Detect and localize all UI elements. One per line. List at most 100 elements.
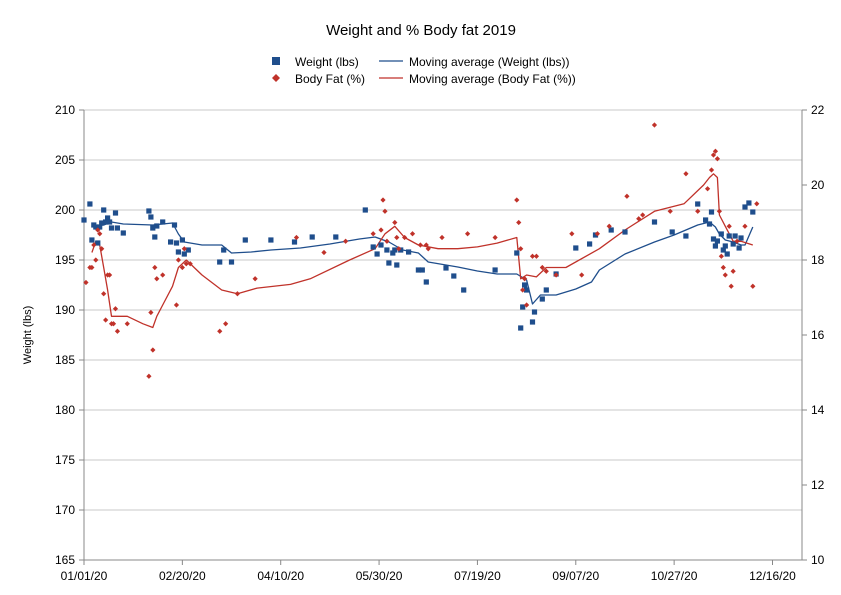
- body-fat-point: [492, 234, 498, 241]
- body-fat-point: [710, 152, 717, 158]
- weight-point: [112, 210, 119, 216]
- body-fat-point: [529, 253, 536, 259]
- body-fat-point: [380, 197, 386, 203]
- body-fat-point: [734, 238, 740, 244]
- weight-point: [150, 225, 156, 231]
- legend-weight-marker: [272, 57, 280, 65]
- body-fat-point: [293, 234, 300, 241]
- weight-point: [101, 207, 107, 213]
- body-fat-point: [579, 272, 585, 278]
- body-fat-point: [417, 242, 423, 248]
- body-fat-point: [95, 227, 101, 233]
- weight-point: [514, 250, 520, 256]
- body-fat-point: [714, 156, 721, 162]
- body-fat-point: [522, 276, 528, 282]
- weight-point: [242, 237, 248, 243]
- weight-point: [392, 247, 398, 253]
- weight-point: [724, 251, 730, 257]
- weight-point: [87, 201, 93, 207]
- y-tick-label: 195: [55, 253, 75, 267]
- body-fat-point: [754, 201, 760, 207]
- weight-point: [539, 296, 545, 302]
- body-fat-point: [439, 234, 445, 241]
- weight-point: [309, 234, 315, 240]
- weight-point: [712, 243, 718, 249]
- body-fat-point: [124, 321, 130, 327]
- weight-point: [669, 229, 675, 235]
- y-tick-label: 205: [55, 153, 75, 167]
- weight-point: [738, 235, 744, 241]
- weight-point: [543, 287, 549, 293]
- body-fat-point: [114, 328, 121, 334]
- body-fat-point: [425, 246, 431, 252]
- legend-fat-average-label: Moving average (Body Fat (%)): [409, 72, 576, 86]
- weight-point: [97, 224, 103, 230]
- body-fat-point: [539, 264, 545, 271]
- weight-point: [362, 207, 368, 213]
- body-fat-point: [750, 283, 756, 289]
- body-fat-point: [187, 261, 193, 267]
- body-fat-point: [173, 302, 180, 308]
- weight-point: [736, 245, 742, 251]
- body-fat-point: [103, 317, 109, 323]
- y2-tick-label: 10: [811, 553, 825, 567]
- weight-point: [722, 243, 728, 249]
- body-fat-point: [378, 227, 384, 233]
- legend: Weight (lbs) Body Fat (%) Moving average…: [272, 55, 576, 86]
- weight-point: [730, 241, 736, 247]
- y-tick-label: 180: [55, 403, 75, 417]
- weight-point: [720, 247, 726, 253]
- weight-point: [148, 214, 154, 220]
- body-fat-point: [718, 253, 724, 259]
- body-fat-point: [396, 246, 402, 252]
- body-fat-point: [382, 208, 388, 214]
- weight-point: [732, 233, 738, 239]
- x-tick-label: 04/10/20: [257, 569, 304, 583]
- body-fat-point: [343, 238, 349, 244]
- weight-point: [708, 209, 715, 215]
- weight-point: [291, 239, 298, 245]
- weight-point: [146, 208, 152, 214]
- body-fat-point: [223, 321, 229, 327]
- weight-point: [181, 251, 187, 257]
- body-fat-point: [83, 279, 89, 286]
- y2-tick-label: 22: [811, 103, 825, 117]
- body-fat-point: [683, 171, 689, 177]
- weight-point: [718, 231, 724, 237]
- body-fat-point: [146, 373, 152, 379]
- body-fat-point: [160, 272, 166, 278]
- body-fat-point: [384, 238, 390, 244]
- body-fat-point: [594, 231, 601, 237]
- y2-tick-label: 20: [811, 178, 825, 192]
- weight-point: [394, 262, 400, 268]
- body-fat-point: [553, 272, 559, 278]
- legend-weight-label: Weight (lbs): [295, 55, 359, 69]
- y-tick-label: 165: [55, 553, 75, 567]
- weight-point: [443, 265, 449, 271]
- body-fat-point: [154, 276, 160, 282]
- weight-point: [750, 209, 756, 215]
- weight-point: [520, 304, 526, 310]
- weight-point: [103, 219, 109, 225]
- body-fat-point: [695, 208, 701, 214]
- fat-moving-average-line: [91, 173, 753, 329]
- weight-point: [608, 227, 614, 233]
- x-tick-label: 02/20/20: [159, 569, 206, 583]
- body-fat-point: [742, 223, 748, 229]
- body-fat-point: [91, 242, 97, 248]
- body-fat-point: [97, 231, 103, 237]
- body-fat-point: [99, 246, 105, 252]
- body-fat-point: [175, 257, 182, 263]
- weight-point: [492, 267, 498, 273]
- weight-point: [746, 200, 752, 206]
- weight-point: [518, 325, 524, 331]
- body-fat-point: [152, 264, 158, 271]
- body-fat-point: [712, 148, 719, 154]
- body-fat-point: [726, 223, 732, 229]
- y-tick-label: 210: [55, 103, 75, 117]
- weight-point: [592, 232, 599, 238]
- y2-tick-label: 14: [811, 403, 825, 417]
- body-fat-point: [636, 216, 642, 222]
- chart-title: Weight and % Body fat 2019: [326, 22, 516, 39]
